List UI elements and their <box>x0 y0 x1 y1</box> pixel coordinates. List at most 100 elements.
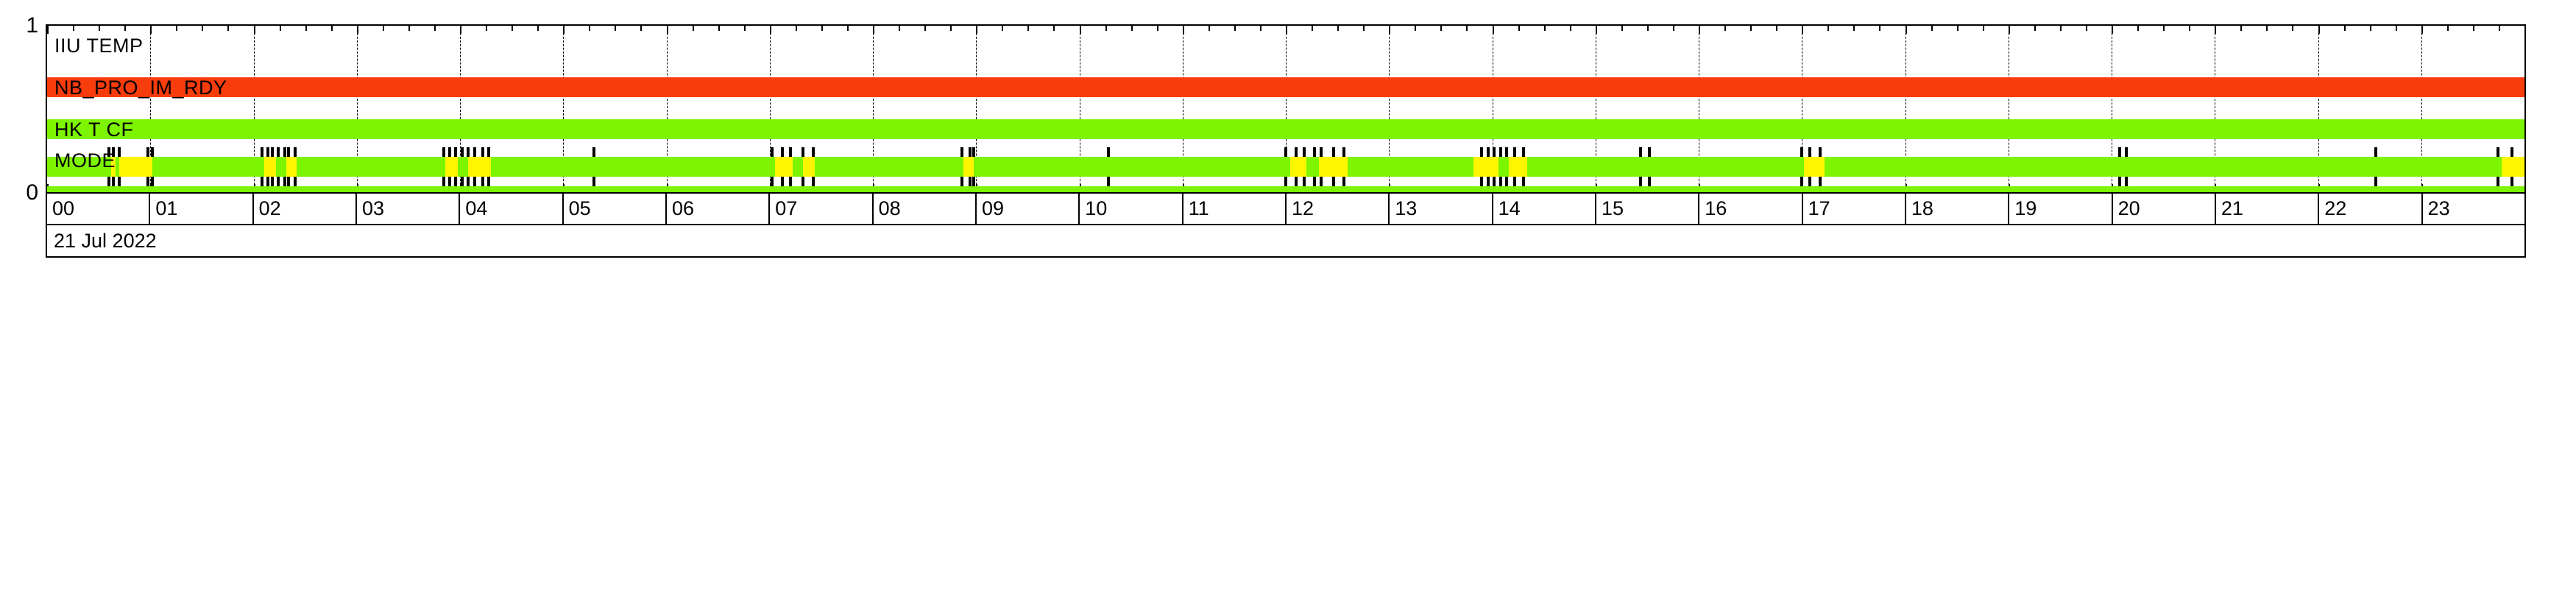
axis-tick <box>615 26 617 31</box>
event-marker <box>592 177 596 186</box>
event-marker <box>780 147 784 157</box>
hour-cell-11: 11 <box>1183 194 1287 224</box>
axis-tick <box>1699 26 1700 34</box>
axis-tick <box>1595 26 1597 34</box>
event-marker <box>260 147 263 157</box>
event-marker <box>107 177 111 186</box>
track-bar-mode <box>47 186 2524 192</box>
gridline-hour-06 <box>666 26 668 192</box>
event-marker <box>481 147 484 157</box>
event-marker <box>283 147 286 157</box>
event-marker <box>811 147 815 157</box>
axis-tick <box>356 26 358 34</box>
bar-segment <box>792 157 803 177</box>
axis-tick <box>73 26 75 31</box>
event-marker <box>447 147 451 157</box>
event-marker <box>788 147 792 157</box>
axis-tick <box>2369 26 2371 31</box>
hour-cell-05: 05 <box>564 194 667 224</box>
event-marker <box>277 177 280 186</box>
hour-cell-13: 13 <box>1390 194 1493 224</box>
event-marker <box>1284 147 1287 157</box>
event-marker <box>467 147 470 157</box>
event-marker <box>454 177 458 186</box>
bar-segment <box>152 157 264 177</box>
axis-tick <box>1518 26 1520 31</box>
axis-tick <box>1956 26 1958 31</box>
axis-tick <box>176 26 178 31</box>
gridline-hour-07 <box>769 26 771 192</box>
bar-segment <box>47 157 111 177</box>
bar-segment <box>286 157 297 177</box>
axis-tick <box>2034 26 2036 31</box>
axis-tick <box>1156 26 1158 31</box>
event-marker <box>151 177 155 186</box>
axis-tick <box>950 26 952 31</box>
bar-segment <box>802 157 815 177</box>
event-marker <box>442 147 445 157</box>
event-marker <box>1513 147 1517 157</box>
axis-tick <box>537 26 539 31</box>
gridline-hour-05 <box>563 26 565 192</box>
axis-tick <box>666 26 668 34</box>
axis-tick <box>1724 26 1727 31</box>
axis-tick <box>1827 26 1830 31</box>
axis-tick <box>382 26 384 31</box>
axis-tick <box>873 26 874 34</box>
axis-tick <box>2498 26 2500 31</box>
event-marker <box>1303 147 1306 157</box>
bar-segment <box>491 157 775 177</box>
axis-tick <box>2266 26 2268 31</box>
event-marker <box>1303 177 1306 186</box>
event-marker <box>1808 177 1812 186</box>
axis-tick <box>2421 26 2423 34</box>
axis-tick <box>1079 26 1081 34</box>
axis-tick <box>769 26 771 34</box>
event-marker <box>118 147 121 157</box>
event-marker <box>1639 147 1643 157</box>
bar-segment <box>2502 157 2524 177</box>
axis-tick <box>202 26 204 31</box>
axis-tick <box>1466 26 1468 31</box>
event-marker <box>801 177 804 186</box>
hour-cell-17: 17 <box>1803 194 1906 224</box>
hour-cell-02: 02 <box>254 194 357 224</box>
event-marker <box>487 177 491 186</box>
event-marker <box>270 147 274 157</box>
gridline-hour-22 <box>2318 26 2319 192</box>
hour-cell-21: 21 <box>2216 194 2320 224</box>
event-marker <box>1313 147 1317 157</box>
axis-tick <box>2008 26 2010 34</box>
axis-tick <box>150 26 152 34</box>
axis-tick <box>795 26 797 31</box>
event-marker <box>1480 177 1484 186</box>
bar-segment <box>974 157 1290 177</box>
event-marker <box>811 177 815 186</box>
axis-tick <box>640 26 643 31</box>
axis-tick <box>2215 26 2217 34</box>
event-marker <box>146 177 150 186</box>
axis-tick <box>2446 26 2449 31</box>
axis-tick <box>589 26 591 31</box>
bar-segment <box>1498 157 1509 177</box>
bar-segment <box>276 157 287 177</box>
axis-tick <box>1621 26 1623 31</box>
event-marker <box>460 177 464 186</box>
axis-tick <box>718 26 720 31</box>
event-marker <box>1800 177 1804 186</box>
axis-tick <box>1053 26 1055 31</box>
hour-cell-15: 15 <box>1596 194 1700 224</box>
event-marker <box>1106 147 1110 157</box>
axis-tick <box>279 26 281 31</box>
axis-tick <box>1286 26 1287 34</box>
axis-tick <box>1646 26 1649 31</box>
axis-tick <box>1853 26 1855 31</box>
bar-segment <box>263 157 277 177</box>
event-marker <box>1513 177 1517 186</box>
axis-tick <box>1182 26 1184 34</box>
axis-tick <box>821 26 823 31</box>
event-marker <box>1342 177 1345 186</box>
event-marker <box>801 147 804 157</box>
event-marker <box>1521 177 1525 186</box>
hour-cell-23: 23 <box>2427 197 2450 219</box>
